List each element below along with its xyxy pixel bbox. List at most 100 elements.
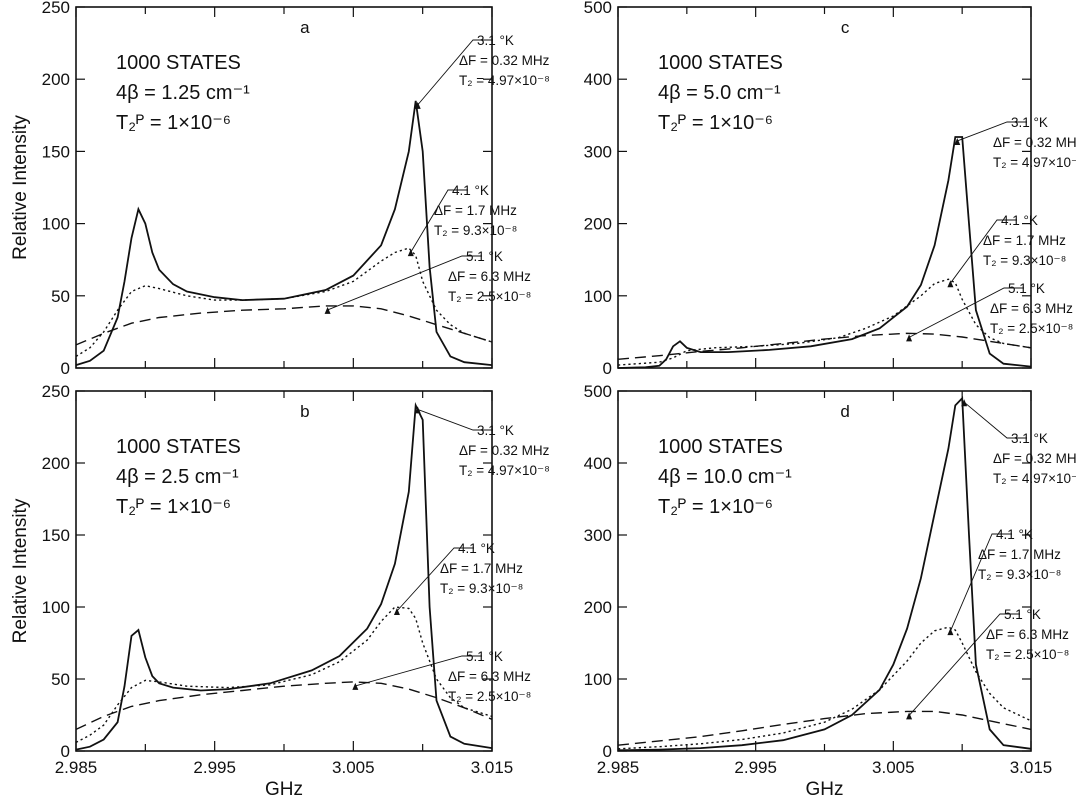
panel-header-line: T₂ᴾ = 1×10⁻⁶ [116, 496, 231, 518]
y-axis-title: Relative Intensity [10, 115, 31, 260]
annotation-line: 5.1 °K [466, 649, 503, 664]
panel-letter: c [841, 18, 850, 37]
annotation-line: ΔF = 6.3 MHz [448, 269, 531, 284]
annotation-line: T₂ = 9.3×10⁻⁸ [434, 223, 517, 238]
leader-line [327, 255, 482, 311]
y-tick-label: 300 [584, 526, 612, 545]
series-dashed-line [617, 710, 1032, 746]
annotation-3: 5.1 °K ΔF = 6.3 MHz T₂ = 2.5×10⁻⁸ [906, 607, 1069, 720]
annotation-line: T₂ = 4.97×10⁻⁷ [993, 155, 1076, 170]
panel-header-line: 4β = 5.0 cm⁻¹ [658, 82, 781, 104]
y-tick-label: 200 [584, 598, 612, 617]
panel-header-line: 4β = 1.25 cm⁻¹ [116, 82, 250, 104]
arrow-head [947, 280, 954, 288]
annotation-line: T₂ = 9.3×10⁻⁸ [983, 253, 1066, 268]
annotation-line: ΔF = 0.32 MHz [459, 53, 550, 68]
y-tick-label: 100 [584, 670, 612, 689]
leader-line [950, 219, 1017, 284]
annotation-line: ΔF = 6.3 MHz [990, 301, 1073, 316]
y-tick-label: 100 [42, 598, 70, 617]
x-tick-label: 2.985 [597, 758, 640, 777]
panel-b: 0 50 100 150 200 250 2.985 2.995 3.005 3.015 Relat… [10, 382, 550, 800]
panel-letter: a [300, 18, 310, 37]
panel-header-line: 1000 STATES [658, 52, 783, 74]
annotation-2: 4.1 °K ΔF = 1.7 MHz T₂ = 9.3×10⁻⁸ [947, 527, 1061, 636]
annotation-3: 5.1 °K ΔF = 6.3 MHz T₂ = 2.5×10⁻⁸ [324, 249, 531, 314]
y-tick-label: 400 [584, 70, 612, 89]
arrow-head [324, 306, 331, 314]
arrow-head [961, 399, 968, 407]
annotation-2: 4.1 °K ΔF = 1.7 MHz T₂ = 9.3×10⁻⁸ [393, 541, 523, 615]
annotation-line: T₂ = 2.5×10⁻⁸ [990, 321, 1073, 336]
x-axis-title: GHz [806, 779, 844, 800]
panel-header-line: T₂ᴾ = 1×10⁻⁶ [658, 496, 773, 518]
y-tick-label: 50 [51, 670, 70, 689]
leader-line [908, 287, 1024, 338]
annotation-line: 4.1 °K [1001, 213, 1038, 228]
annotation-line: T₂ = 4.97×10⁻⁸ [459, 463, 550, 478]
panel-letter: b [300, 402, 309, 421]
panel-header-line: T₂ᴾ = 1×10⁻⁶ [658, 112, 773, 134]
series-solid-line [75, 100, 493, 366]
annotation-line: ΔF = 6.3 MHz [448, 669, 531, 684]
y-axis-title: Relative Intensity [10, 498, 31, 643]
y-tick-label: 200 [42, 454, 70, 473]
arrow-head [414, 101, 421, 109]
panel-a: 0 50 100 150 200 250 Relative Intensity a 1000 S… [10, 0, 550, 378]
annotation-1: 3.1 °K ΔF = 0.32 MHz T₂ = 4.97×10⁻⁸ [414, 33, 550, 109]
annotation-line: ΔF = 0.32 MHz [993, 135, 1076, 150]
y-tick-label: 200 [42, 70, 70, 89]
arrow-head [393, 608, 400, 615]
y-tick-label: 0 [61, 359, 70, 378]
annotation-line: ΔF = 1.7 MHz [434, 203, 517, 218]
annotation-line: ΔF = 0.32 MHz [993, 451, 1076, 466]
x-tick-label: 3.015 [1010, 758, 1053, 777]
y-tick-label: 400 [584, 454, 612, 473]
panel-header-line: T₂ᴾ = 1×10⁻⁶ [116, 112, 231, 134]
leader-line [417, 408, 493, 431]
series-solid-line [617, 396, 1032, 752]
y-tick-label: 100 [584, 287, 612, 306]
panel-d: 0 100 200 300 400 500 2.985 2.995 3.005 3.015 GHz d… [584, 382, 1076, 800]
y-tick-label: 0 [61, 742, 70, 761]
annotation-line: 3.1 °K [477, 33, 514, 48]
annotation-3: 5.1 °K ΔF = 6.3 MHz T₂ = 2.5×10⁻⁸ [906, 281, 1073, 342]
annotation-line: 4.1 °K [452, 183, 489, 198]
series-solid-line [617, 136, 1032, 369]
arrow-head [906, 334, 913, 342]
panel-header-line: 4β = 10.0 cm⁻¹ [658, 466, 792, 488]
panel-header-line: 1000 STATES [116, 436, 241, 458]
arrow-head [407, 249, 414, 257]
series-dotted-line [75, 247, 493, 357]
arrow-head [954, 137, 961, 145]
panel-header-line: 1000 STATES [116, 52, 241, 74]
y-tick-label: 200 [584, 215, 612, 234]
y-tick-label: 150 [42, 142, 70, 161]
x-tick-label: 3.015 [471, 758, 514, 777]
leader-line [908, 613, 1020, 716]
annotation-3: 5.1 °K ΔF = 6.3 MHz T₂ = 2.5×10⁻⁸ [352, 649, 531, 704]
annotation-line: T₂ = 9.3×10⁻⁸ [978, 567, 1061, 582]
annotation-2: 4.1 °K ΔF = 1.7 MHz T₂ = 9.3×10⁻⁸ [947, 213, 1066, 288]
arrow-head [352, 682, 359, 690]
panel-c: 0 100 200 300 400 500 c 1000 STATES 4β = 5.0 cm⁻… [584, 0, 1076, 378]
annotation-line: T₂ = 2.5×10⁻⁸ [986, 647, 1069, 662]
annotation-line: T₂ = 2.5×10⁻⁸ [448, 689, 531, 704]
y-tick-label: 500 [584, 0, 612, 17]
series-dotted-line [617, 278, 1032, 366]
leader-line [957, 121, 1027, 142]
annotation-line: T₂ = 2.5×10⁻⁸ [448, 289, 531, 304]
y-tick-label: 50 [51, 287, 70, 306]
leader-line [396, 547, 474, 612]
panel-header-line: 4β = 2.5 cm⁻¹ [116, 466, 239, 488]
annotation-line: 3.1 °K [1011, 115, 1048, 130]
annotation-line: ΔF = 1.7 MHz [978, 547, 1061, 562]
y-tick-label: 0 [603, 359, 612, 378]
series-dashed-line [75, 681, 493, 731]
annotation-1: 3.1 °K ΔF = 0.32 MHz T₂ = 4.97×10⁻⁸ [414, 406, 550, 478]
arrow-head [414, 406, 421, 414]
annotation-line: ΔF = 1.7 MHz [440, 561, 523, 576]
leader-line [417, 39, 493, 106]
annotation-line: 5.1 °K [1008, 281, 1045, 296]
annotation-1: 3.1 °K ΔF = 0.32 MHz T₂ = 4.97×10⁻⁷ [961, 399, 1076, 486]
